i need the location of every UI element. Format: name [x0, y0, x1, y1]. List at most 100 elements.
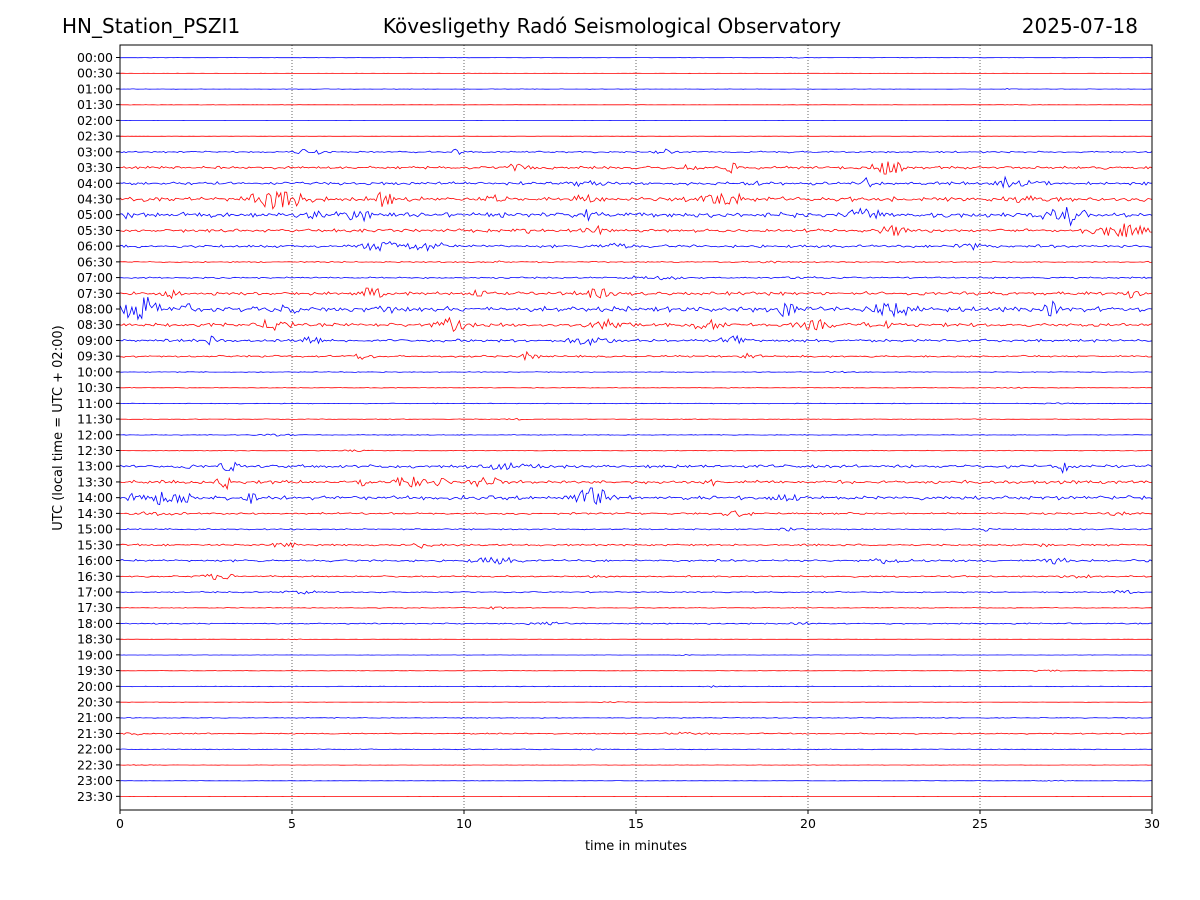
x-tick-label: 25: [972, 816, 988, 831]
trace-1630: [119, 573, 1153, 581]
y-tick-label: 13:00: [77, 459, 113, 474]
trace-2200: [119, 748, 1152, 751]
trace-1130: [120, 417, 1153, 421]
trace-1730: [119, 606, 1153, 610]
y-tick-label: 18:30: [77, 632, 113, 647]
trace-0900: [119, 334, 1153, 347]
trace-1530: [119, 542, 1152, 549]
y-tick-label: 21:30: [77, 726, 113, 741]
y-tick-label: 20:30: [77, 695, 113, 710]
y-tick-label: 02:00: [77, 113, 113, 128]
trace-1700: [119, 589, 1153, 595]
station-label: HN_Station_PSZI1: [62, 14, 241, 38]
y-tick-label: 15:00: [77, 522, 113, 537]
y-tick-label: 16:00: [77, 553, 113, 568]
trace-0800: [119, 296, 1153, 321]
y-tick-label: 08:30: [77, 317, 113, 332]
y-tick-label: 04:30: [77, 191, 113, 206]
y-tick-label: 06:00: [77, 239, 113, 254]
trace-2300: [119, 779, 1152, 782]
trace-2100: [119, 717, 1153, 719]
y-tick-label: 02:30: [77, 129, 113, 144]
y-tick-label: 05:00: [77, 207, 113, 222]
y-tick-label: 16:30: [77, 569, 113, 584]
trace-1000: [119, 370, 1153, 374]
y-tick-label: 11:00: [77, 396, 113, 411]
trace-1330: [119, 476, 1153, 491]
y-tick-label: 19:30: [77, 663, 113, 678]
trace-0000: [119, 56, 1153, 59]
trace-2130: [119, 731, 1153, 736]
y-tick-label: 19:00: [77, 647, 113, 662]
y-tick-label: 17:30: [77, 600, 113, 615]
trace-0600: [119, 240, 1153, 252]
y-tick-label: 15:30: [77, 537, 113, 552]
y-tick-label: 01:30: [77, 97, 113, 112]
trace-1300: [119, 461, 1153, 475]
gridlines: [291, 45, 981, 810]
trace-1600: [119, 556, 1153, 565]
y-tick-label: 10:30: [77, 380, 113, 395]
trace-0930: [120, 350, 1153, 362]
y-tick-label: 07:30: [77, 286, 113, 301]
y-axis: 00:0000:3001:0001:3002:0002:3003:0003:30…: [77, 50, 120, 804]
trace-2000: [119, 685, 1153, 688]
y-tick-label: 10:00: [77, 364, 113, 379]
trace-0730: [119, 287, 1153, 300]
trace-0630: [119, 260, 1153, 264]
y-tick-label: 18:00: [77, 616, 113, 631]
trace-1830: [119, 638, 1153, 641]
trace-0100: [120, 87, 1153, 90]
y-tick-label: 23:30: [77, 789, 113, 804]
x-tick-label: 0: [116, 816, 124, 831]
trace-1230: [119, 449, 1153, 453]
trace-0330: [119, 161, 1153, 175]
y-tick-label: 21:00: [77, 710, 113, 725]
y-tick-label: 05:30: [77, 223, 113, 238]
trace-1030: [120, 386, 1153, 389]
y-tick-label: 06:30: [77, 254, 113, 269]
trace-0830: [119, 316, 1153, 333]
trace-0430: [119, 190, 1153, 210]
trace-1900: [119, 654, 1153, 656]
y-tick-label: 03:30: [77, 160, 113, 175]
y-tick-label: 14:30: [77, 506, 113, 521]
trace-1800: [119, 621, 1153, 626]
date-label: 2025-07-18: [1021, 14, 1138, 38]
trace-1100: [119, 402, 1153, 405]
x-tick-label: 30: [1144, 816, 1160, 831]
trace-2230: [119, 764, 1153, 766]
trace-1200: [120, 433, 1153, 437]
trace-1400: [119, 487, 1153, 506]
y-tick-label: 07:00: [77, 270, 113, 285]
y-tick-label: 20:00: [77, 679, 113, 694]
y-tick-label: 22:30: [77, 757, 113, 772]
y-tick-label: 13:30: [77, 474, 113, 489]
y-axis-label: UTC (local time = UTC + 02:00): [51, 325, 66, 530]
trace-1430: [120, 510, 1152, 517]
y-tick-label: 09:00: [77, 333, 113, 348]
y-tick-label: 12:30: [77, 443, 113, 458]
trace-1500: [120, 527, 1153, 532]
trace-0500: [119, 207, 1153, 227]
y-tick-label: 00:00: [77, 50, 113, 65]
y-tick-label: 11:30: [77, 412, 113, 427]
y-tick-label: 09:30: [77, 349, 113, 364]
y-tick-label: 17:00: [77, 584, 113, 599]
x-tick-label: 10: [456, 816, 472, 831]
y-tick-label: 03:00: [77, 144, 113, 159]
x-tick-label: 20: [800, 816, 816, 831]
y-tick-label: 01:00: [77, 81, 113, 96]
y-tick-label: 04:00: [77, 176, 113, 191]
trace-2030: [120, 701, 1153, 704]
x-tick-label: 5: [288, 816, 296, 831]
trace-0530: [119, 223, 1153, 238]
y-tick-label: 00:30: [77, 66, 113, 81]
x-axis-label: time in minutes: [585, 839, 687, 854]
x-axis: 0 5 10 15 20 25 30: [116, 810, 1160, 831]
y-tick-label: 23:00: [77, 773, 113, 788]
y-tick-label: 14:00: [77, 490, 113, 505]
trace-0300: [119, 148, 1153, 155]
trace-0700: [120, 275, 1152, 281]
